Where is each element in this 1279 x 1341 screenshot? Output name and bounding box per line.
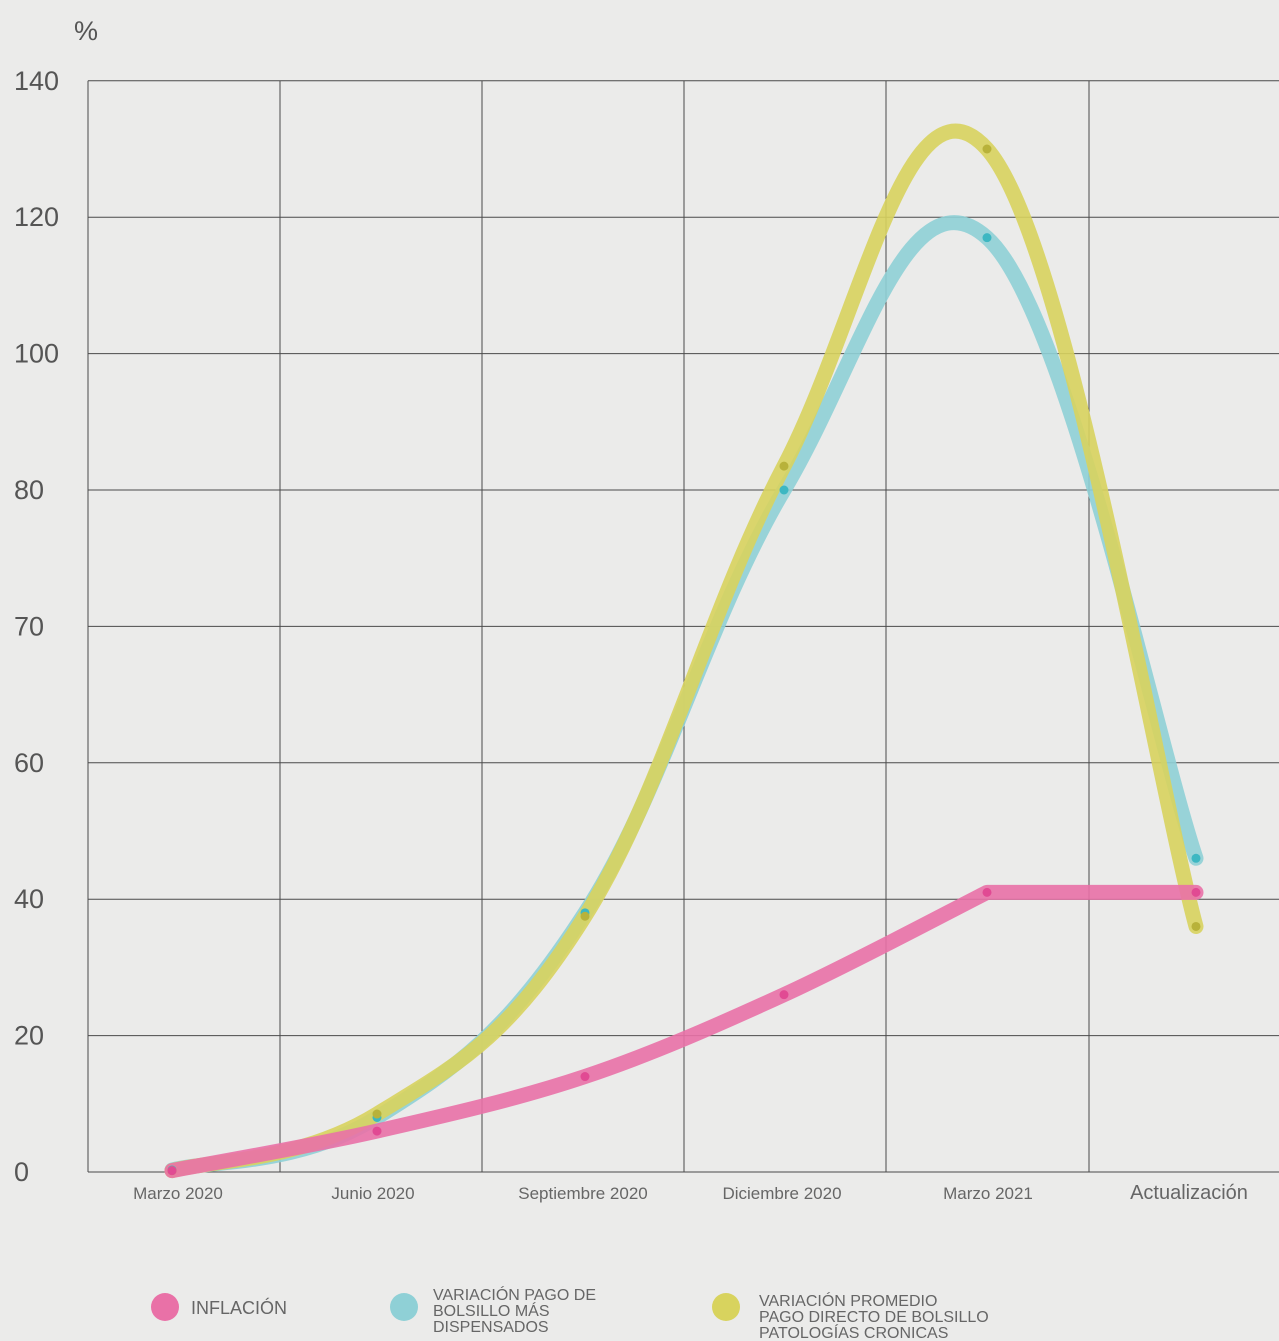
data-point bbox=[982, 887, 992, 897]
data-point bbox=[167, 1166, 177, 1176]
data-point bbox=[1191, 921, 1201, 931]
series-line bbox=[164, 123, 1204, 1179]
y-tick-label: 70 bbox=[14, 611, 44, 641]
data-point bbox=[982, 144, 992, 154]
legend-swatch bbox=[712, 1293, 740, 1321]
y-tick-label: 40 bbox=[14, 884, 44, 914]
data-point bbox=[372, 1109, 382, 1119]
x-tick-label: Marzo 2021 bbox=[943, 1184, 1033, 1203]
y-axis-label: % bbox=[74, 16, 98, 46]
data-point bbox=[982, 233, 992, 243]
y-tick-label: 100 bbox=[14, 339, 59, 369]
data-point bbox=[779, 461, 789, 471]
y-tick-label: 140 bbox=[14, 66, 59, 96]
data-point bbox=[1191, 887, 1201, 897]
legend-label: VARIACIÓN PAGO DE BOLSILLO MÁS DISPENSADOS bbox=[433, 1285, 596, 1336]
data-point bbox=[580, 1072, 590, 1082]
legend-swatch bbox=[390, 1293, 418, 1321]
y-tick-label: 80 bbox=[14, 475, 44, 505]
grid bbox=[87, 80, 1279, 1173]
y-tick-label: 20 bbox=[14, 1021, 44, 1051]
x-tick-label: Junio 2020 bbox=[331, 1184, 414, 1203]
legend-label: INFLACIÓN bbox=[191, 1297, 287, 1318]
data-point bbox=[1191, 853, 1201, 863]
data-point bbox=[779, 990, 789, 1000]
data-point bbox=[779, 485, 789, 495]
x-tick-label: Diciembre 2020 bbox=[722, 1184, 841, 1203]
legend-swatch bbox=[151, 1293, 179, 1321]
data-point bbox=[372, 1126, 382, 1136]
x-tick-label: Marzo 2020 bbox=[133, 1184, 223, 1203]
data-point bbox=[580, 911, 590, 921]
legend: INFLACIÓN VARIACIÓN PAGO DE BOLSILLO MÁS DI… bbox=[151, 1285, 989, 1341]
data-points bbox=[167, 144, 1201, 1176]
y-tick-label: 120 bbox=[14, 202, 59, 232]
y-tick-label: 60 bbox=[14, 748, 44, 778]
x-tick-labels: Marzo 2020 Junio 2020 Septiembre 2020 Dicie… bbox=[133, 1182, 1248, 1204]
legend-label: VARIACIÓN PROMEDIO PAGO DIRECTO DE BOLSIL… bbox=[759, 1291, 989, 1341]
y-tick-labels: 0 20 40 60 70 80 100 120 140 bbox=[14, 66, 59, 1187]
y-tick-label: 0 bbox=[14, 1157, 29, 1187]
x-tick-label: Septiembre 2020 bbox=[518, 1184, 647, 1203]
x-tick-label: Actualización bbox=[1130, 1182, 1248, 1204]
